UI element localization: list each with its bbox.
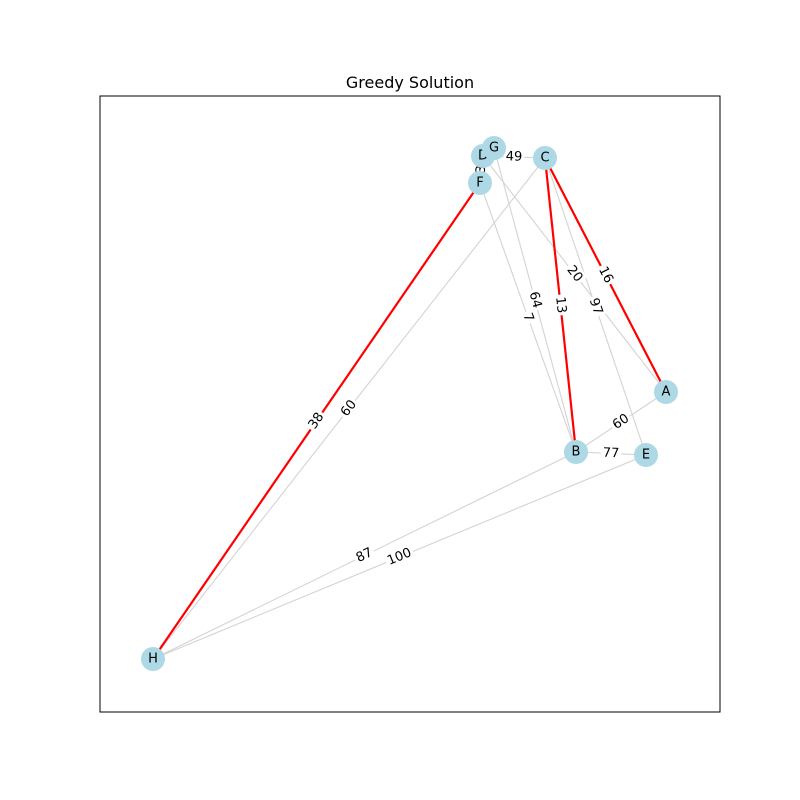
edge-weight-text: 49: [505, 149, 522, 165]
edge-label-background: [517, 308, 539, 327]
edge-weight-text: 16: [595, 264, 616, 286]
edge-label-G-B: 64: [524, 287, 546, 313]
edge-label-background: [607, 409, 635, 435]
edge-label-C-A: 16: [593, 261, 618, 289]
node-circle: [533, 146, 557, 170]
edge-weight-text: 87: [354, 545, 375, 566]
node-A: A: [654, 380, 678, 404]
edge-label-F-B: 7: [517, 308, 539, 327]
node-circle: [141, 647, 165, 671]
edge-label-background: [524, 287, 546, 313]
edge-label-B-E: 77: [600, 444, 622, 463]
chart-title: Greedy Solution: [346, 73, 474, 92]
edge-label-background: [550, 293, 571, 317]
node-label: D: [478, 149, 488, 164]
node-circle: [654, 380, 678, 404]
edge-label-background: [584, 294, 607, 319]
edge-label-C-H: 60: [335, 395, 363, 422]
edge-label-background: [503, 148, 525, 166]
edge-weight-text: 97: [586, 296, 606, 316]
edge-label-background: [593, 261, 618, 289]
node-C: C: [533, 146, 557, 170]
edge-weight-text: 77: [602, 446, 619, 462]
node-label: C: [540, 151, 549, 166]
edge-label-A-B: 60: [607, 409, 635, 435]
axes-frame: [99, 95, 721, 713]
edge-label-background: [351, 543, 378, 568]
node-label: G: [489, 141, 499, 156]
edge-label-C-E: 97: [584, 294, 607, 319]
node-E: E: [634, 443, 658, 467]
edge-label-C-B: 13: [550, 293, 571, 317]
edge-label-E-H: 100: [382, 543, 417, 571]
edge-weight-text: 64: [526, 290, 545, 310]
node-label: F: [476, 176, 483, 191]
node-circle: [482, 136, 506, 160]
node-H: H: [141, 647, 165, 671]
node-label: E: [642, 448, 650, 463]
node-circle: [564, 440, 588, 464]
node-G: G: [482, 136, 506, 160]
edge-label-background: [382, 543, 417, 571]
node-label: A: [662, 385, 671, 400]
edge-label-background: [335, 395, 363, 422]
node-F: F: [468, 171, 492, 195]
edge-label-D-A: 20: [561, 260, 588, 288]
edge-label-B-H: 87: [351, 543, 378, 568]
edge-label-background: [561, 260, 588, 288]
nodes-layer: A B C D E F G H: [141, 136, 678, 671]
node-circle: [634, 443, 658, 467]
node-label: H: [148, 652, 158, 667]
edge-label-background: [303, 407, 330, 435]
edge-label-D-C: 49: [503, 148, 525, 166]
edge-label-F-H: 38: [303, 407, 330, 435]
edge-weight-text: 3: [474, 165, 490, 175]
edge-labels-layer: 49 20 647 97 60 60 77 87 100 3 16 13 38: [303, 148, 635, 571]
node-B: B: [564, 440, 588, 464]
edge-label-background: [600, 444, 622, 463]
edge-weight-text: 13: [552, 296, 569, 314]
node-circle: [468, 171, 492, 195]
node-label: B: [572, 445, 581, 460]
